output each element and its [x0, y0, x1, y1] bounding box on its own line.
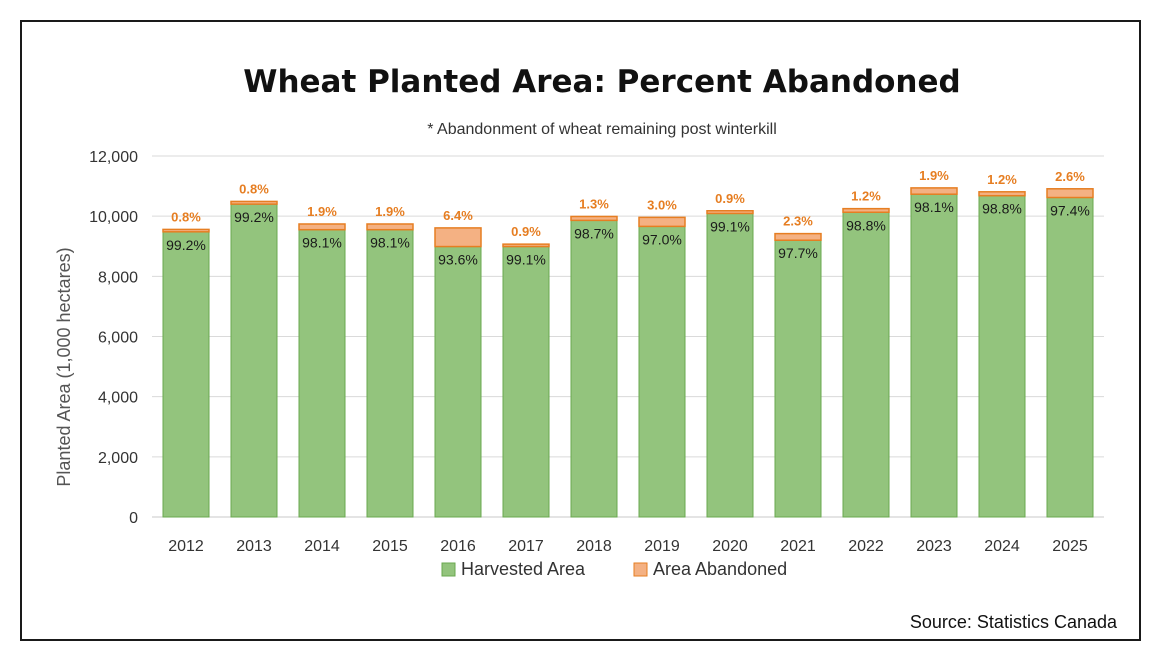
label-harvested-2021: 97.7% — [778, 245, 818, 261]
label-abandoned-2013: 0.8% — [239, 181, 269, 196]
bar-harvested-2025 — [1046, 197, 1094, 518]
bar-abandoned-2016 — [434, 227, 482, 248]
bar-abandoned-2025 — [1046, 188, 1094, 199]
bar-abandoned-2017 — [502, 243, 550, 248]
bar-harvested-2020 — [706, 212, 754, 518]
bar-harvested-2023 — [910, 193, 958, 518]
label-abandoned-2018: 1.3% — [579, 196, 609, 211]
x-tick-label-2023: 2023 — [916, 538, 952, 555]
legend-label-abandoned: Area Abandoned — [653, 559, 787, 579]
y-tick-label: 10,000 — [89, 209, 138, 226]
chart-subtitle: * Abandonment of wheat remaining post wi… — [427, 121, 777, 138]
bar-harvested-2019 — [638, 225, 686, 518]
x-tick-label-2012: 2012 — [168, 538, 204, 555]
bar-abandoned-2022 — [842, 207, 890, 214]
bar-abandoned-2020 — [706, 210, 754, 215]
label-harvested-2013: 99.2% — [234, 209, 274, 225]
bar-harvested-2013 — [230, 203, 278, 518]
gridlines — [152, 155, 1104, 518]
label-harvested-2022: 98.8% — [846, 217, 886, 233]
bar-abandoned-2018 — [570, 215, 618, 222]
bar-abandoned-2023 — [910, 187, 958, 195]
x-tick-label-2013: 2013 — [236, 538, 272, 555]
source-note: Source: Statistics Canada — [910, 612, 1118, 632]
label-abandoned-2016: 6.4% — [443, 208, 473, 223]
x-tick-label-2025: 2025 — [1052, 538, 1088, 555]
label-harvested-2018: 98.7% — [574, 225, 614, 241]
legend-label-harvested: Harvested Area — [461, 559, 586, 579]
x-tick-label-2018: 2018 — [576, 538, 612, 555]
chart-frame: Wheat Planted Area: Percent Abandoned * … — [20, 20, 1141, 641]
bar-harvested-2014 — [298, 229, 346, 518]
x-tick-label-2017: 2017 — [508, 538, 544, 555]
bar-harvested-2022 — [842, 211, 890, 518]
legend-swatch-harvested — [441, 562, 456, 577]
label-abandoned-2022: 1.2% — [851, 189, 881, 204]
x-tick-label-2015: 2015 — [372, 538, 408, 555]
bar-harvested-2018 — [570, 219, 618, 518]
bar-harvested-2021 — [774, 239, 822, 518]
label-harvested-2012: 99.2% — [166, 237, 206, 253]
x-tick-label-2014: 2014 — [304, 538, 340, 555]
label-abandoned-2021: 2.3% — [783, 214, 813, 229]
bar-harvested-2017 — [502, 246, 550, 518]
label-abandoned-2020: 0.9% — [715, 191, 745, 206]
bar-harvested-2016 — [434, 246, 482, 518]
bar-abandoned-2021 — [774, 232, 822, 241]
x-tick-label-2022: 2022 — [848, 538, 884, 555]
y-axis-ticks: 0 2,000 4,000 6,000 8,000 10,000 12,000 — [89, 149, 138, 527]
label-harvested-2023: 98.1% — [914, 199, 954, 215]
chart-title: Wheat Planted Area: Percent Abandoned — [243, 64, 960, 100]
y-tick-label: 4,000 — [98, 390, 138, 407]
y-tick-label: 12,000 — [89, 149, 138, 166]
label-harvested-2020: 99.1% — [710, 218, 750, 234]
label-abandoned-2014: 1.9% — [307, 204, 337, 219]
bar-harvested-2012 — [162, 231, 210, 518]
label-abandoned-2017: 0.9% — [511, 224, 541, 239]
label-abandoned-2012: 0.8% — [171, 209, 201, 224]
x-tick-label-2021: 2021 — [780, 538, 816, 555]
bar-abandoned-2024 — [978, 191, 1026, 197]
label-abandoned-2023: 1.9% — [919, 168, 949, 183]
y-tick-label: 2,000 — [98, 450, 138, 467]
bar-harvested-2015 — [366, 229, 414, 518]
chart-canvas: Wheat Planted Area: Percent Abandoned * … — [54, 64, 1118, 632]
label-harvested-2025: 97.4% — [1050, 203, 1090, 219]
y-tick-label: 8,000 — [98, 269, 138, 286]
label-abandoned-2025: 2.6% — [1055, 169, 1085, 184]
bar-abandoned-2019 — [638, 216, 686, 228]
label-abandoned-2019: 3.0% — [647, 197, 677, 212]
y-axis-title: Planted Area (1,000 hectares) — [54, 247, 74, 486]
bar-abandoned-2014 — [298, 223, 346, 231]
x-axis-ticks: 2012 2013 2014 2015 2016 2017 2018 2019 2020 2021… — [168, 538, 1088, 555]
legend-swatch-abandoned — [633, 562, 648, 577]
label-abandoned-2015: 1.9% — [375, 204, 405, 219]
data-labels: 99.2% 0.8% 99.2% 0.8% 98.1% 1.9% 98.1% 1.9% 93.6… — [166, 168, 1090, 268]
x-tick-label-2016: 2016 — [440, 538, 476, 555]
bar-harvested-2024 — [978, 195, 1026, 518]
x-tick-label-2020: 2020 — [712, 538, 748, 555]
label-harvested-2019: 97.0% — [642, 231, 682, 247]
y-tick-label: 0 — [129, 510, 138, 527]
label-harvested-2024: 98.8% — [982, 201, 1022, 217]
bar-abandoned-2013 — [230, 200, 278, 205]
label-abandoned-2024: 1.2% — [987, 172, 1017, 187]
x-tick-label-2019: 2019 — [644, 538, 680, 555]
label-harvested-2015: 98.1% — [370, 235, 410, 251]
bar-abandoned-2015 — [366, 223, 414, 231]
label-harvested-2016: 93.6% — [438, 252, 478, 268]
bars — [162, 187, 1094, 518]
legend: Harvested Area Area Abandoned — [441, 559, 787, 579]
label-harvested-2017: 99.1% — [506, 252, 546, 268]
x-tick-label-2024: 2024 — [984, 538, 1020, 555]
label-harvested-2014: 98.1% — [302, 235, 342, 251]
bar-abandoned-2012 — [162, 228, 210, 233]
y-tick-label: 6,000 — [98, 330, 138, 347]
